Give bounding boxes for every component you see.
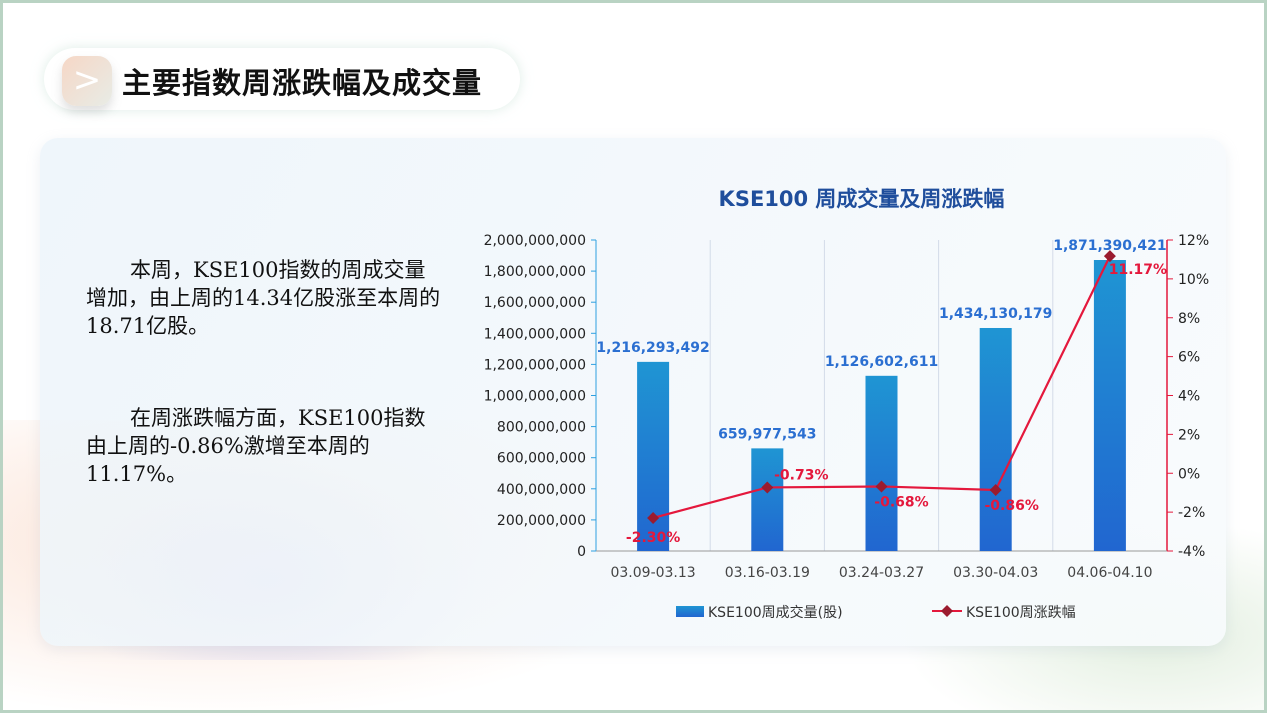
left-axis-tick-label: 1,000,000,000 bbox=[484, 389, 586, 405]
line-data-label: -0.68% bbox=[874, 494, 928, 510]
bar-data-label: 1,434,130,179 bbox=[939, 306, 1052, 322]
left-axis-tick-label: 200,000,000 bbox=[497, 513, 586, 529]
summary-paragraph-volume: 本周，KSE100指数的周成交量增加，由上周的14.34亿股涨至本周的18.71… bbox=[86, 258, 441, 338]
line-data-label: -2.30% bbox=[626, 530, 680, 546]
line-marker bbox=[647, 511, 660, 524]
chevron-right-icon: > bbox=[62, 56, 112, 106]
chart-title: KSE100 周成交量及周涨跌幅 bbox=[719, 187, 1005, 211]
x-axis-tick-label: 03.16-03.19 bbox=[725, 565, 810, 581]
right-axis-tick-label: 2% bbox=[1178, 427, 1200, 443]
left-axis-tick-label: 1,200,000,000 bbox=[484, 357, 586, 373]
bar bbox=[1093, 259, 1126, 551]
chart-panel bbox=[40, 138, 1226, 646]
line-data-label: 11.17% bbox=[1109, 262, 1167, 278]
x-axis-tick-label: 03.30-04.03 bbox=[953, 565, 1038, 581]
bar-data-label: 659,977,543 bbox=[718, 426, 816, 442]
line-marker bbox=[875, 480, 888, 493]
summary-paragraph-change: 在周涨跌幅方面，KSE100指数由上周的-0.86%激增至本周的11.17%。 bbox=[86, 406, 426, 486]
line-marker bbox=[1103, 250, 1116, 263]
page-title: 主要指数周涨跌幅及成交量 bbox=[122, 66, 483, 100]
left-axis-tick-label: 1,600,000,000 bbox=[484, 295, 586, 311]
legend-bar-label: KSE100周成交量(股) bbox=[708, 604, 843, 621]
line-marker bbox=[761, 481, 774, 494]
x-axis-tick-label: 04.06-04.10 bbox=[1067, 565, 1152, 581]
legend-line-marker bbox=[941, 605, 953, 617]
bar bbox=[865, 375, 898, 551]
right-axis-tick-label: 12% bbox=[1178, 233, 1209, 249]
legend-bar-swatch bbox=[676, 606, 704, 617]
x-axis-tick-label: 03.24-03.27 bbox=[839, 565, 924, 581]
left-axis-tick-label: 1,800,000,000 bbox=[484, 264, 586, 280]
right-axis-tick-label: 10% bbox=[1178, 272, 1209, 288]
right-axis-tick-label: 8% bbox=[1178, 311, 1200, 327]
line-data-label: -0.86% bbox=[985, 498, 1039, 514]
line-data-label: -0.73% bbox=[774, 467, 828, 483]
bar-data-label: 1,126,602,611 bbox=[825, 354, 938, 370]
left-axis-tick-label: 400,000,000 bbox=[497, 482, 586, 498]
x-axis-tick-label: 03.09-03.13 bbox=[610, 565, 695, 581]
left-axis-tick-label: 800,000,000 bbox=[497, 420, 586, 436]
left-axis-tick-label: 1,400,000,000 bbox=[484, 326, 586, 342]
line-marker bbox=[989, 483, 1002, 496]
right-axis-tick-label: -4% bbox=[1178, 544, 1205, 560]
right-axis-tick-label: 6% bbox=[1178, 350, 1200, 366]
legend-line-label: KSE100周涨跌幅 bbox=[966, 605, 1076, 621]
right-axis-tick-label: 0% bbox=[1178, 466, 1200, 482]
bar-data-label: 1,871,390,421 bbox=[1053, 238, 1166, 254]
left-axis-tick-label: 600,000,000 bbox=[497, 451, 586, 467]
bar-data-label: 1,216,293,492 bbox=[596, 340, 709, 356]
bar bbox=[751, 448, 784, 551]
left-axis-tick-label: 2,000,000,000 bbox=[484, 233, 586, 249]
title-bar bbox=[44, 48, 520, 110]
left-axis-tick-label: 0 bbox=[577, 544, 586, 560]
right-axis-tick-label: -2% bbox=[1178, 505, 1205, 521]
right-axis-tick-label: 4% bbox=[1178, 389, 1200, 405]
bar bbox=[979, 327, 1012, 551]
